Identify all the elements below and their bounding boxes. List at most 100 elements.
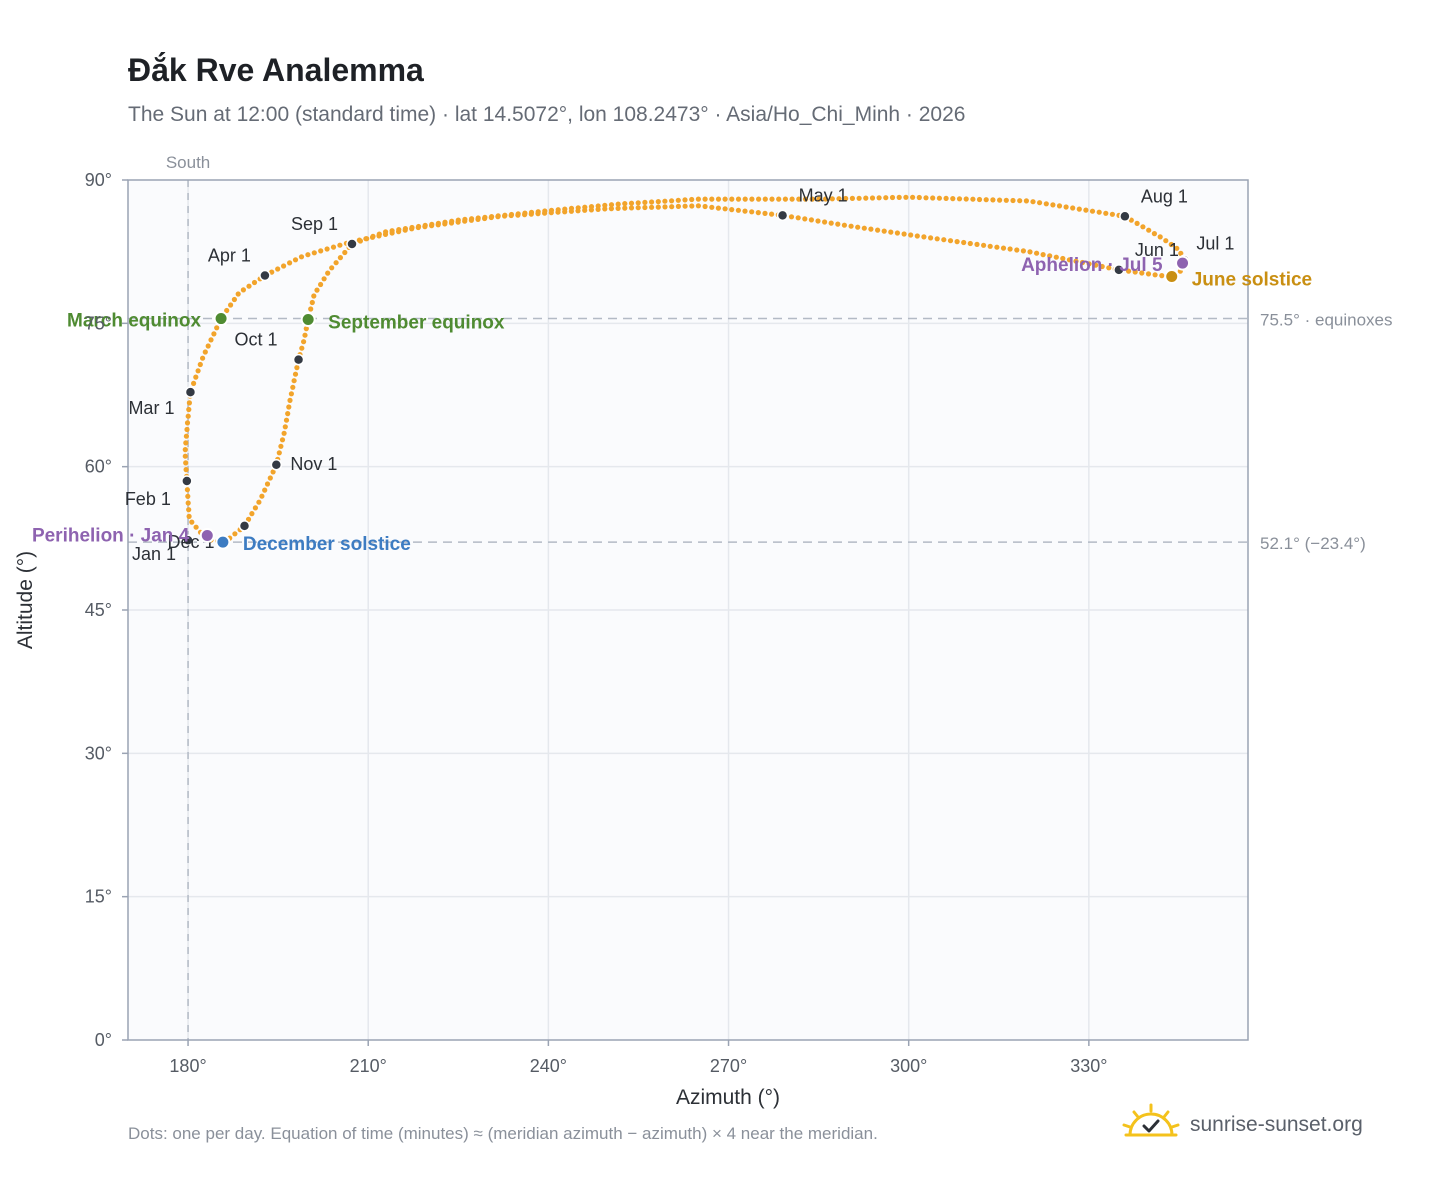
daily-dot [908, 232, 914, 238]
daily-dot [182, 447, 188, 453]
daily-dot [914, 233, 920, 239]
event-dot [300, 312, 316, 328]
event-dot [199, 527, 215, 543]
event-label: Aphelion · Jul 5 [1021, 255, 1163, 276]
daily-dot [342, 249, 348, 256]
daily-dot [462, 216, 468, 222]
daily-dot [856, 195, 862, 201]
daily-dot [1178, 250, 1184, 256]
daily-dot [1096, 209, 1102, 215]
y-tick-label: 0° [95, 1030, 112, 1050]
daily-dot [628, 200, 635, 206]
daily-dot [595, 203, 601, 209]
daily-dot [608, 206, 615, 212]
brand-name: sunrise-sunset.org [1190, 1113, 1363, 1136]
daily-dot [970, 196, 976, 202]
daily-dot [1140, 224, 1146, 230]
daily-dot [455, 217, 461, 223]
daily-dot [808, 217, 815, 223]
daily-dot [782, 196, 789, 202]
daily-dot [735, 196, 742, 202]
daily-dot [267, 475, 273, 481]
daily-dot [802, 216, 808, 222]
daily-dot [193, 374, 199, 380]
daily-dot [947, 238, 954, 244]
daily-dot [389, 228, 395, 234]
daily-dot [318, 281, 324, 288]
daily-dot [954, 239, 960, 245]
daily-dot [568, 205, 575, 211]
daily-dot [742, 196, 748, 202]
daily-dot [416, 223, 422, 230]
daily-dot [1053, 254, 1059, 260]
month-dot [776, 209, 789, 222]
daily-dot [896, 194, 902, 200]
event-dot [213, 311, 229, 327]
daily-dot [689, 203, 695, 209]
daily-dot [364, 236, 370, 242]
daily-dot [930, 195, 936, 201]
daily-dot [321, 276, 327, 282]
daily-dot [475, 215, 481, 221]
daily-dot [535, 209, 541, 215]
daily-dot [197, 361, 203, 368]
footnote: Dots: one per day. Equation of time (min… [128, 1124, 878, 1143]
daily-dot [189, 519, 195, 525]
daily-dot [602, 202, 608, 208]
daily-dot [888, 229, 894, 235]
daily-dot [246, 283, 252, 289]
daily-dot [182, 453, 188, 459]
daily-dot [828, 220, 834, 226]
daily-dot [881, 228, 887, 234]
daily-dot [270, 469, 276, 475]
daily-dot [294, 365, 300, 371]
daily-dot [655, 204, 661, 210]
daily-dot [186, 513, 192, 520]
daily-dot [622, 201, 628, 207]
daily-dot [1023, 198, 1029, 204]
daily-dot [1083, 207, 1089, 213]
daily-dot [695, 196, 702, 202]
daily-dot [981, 242, 987, 248]
x-tick-label: 180° [169, 1056, 206, 1076]
daily-dot [208, 337, 214, 343]
daily-dot [383, 229, 389, 235]
brand-logo[interactable]: sunrise-sunset.org [1122, 1103, 1392, 1147]
grid [128, 180, 1248, 1040]
daily-dot [1070, 205, 1076, 211]
daily-dot [762, 196, 768, 202]
daily-dot [264, 481, 271, 487]
daily-dot [990, 197, 996, 203]
daily-dot [855, 224, 861, 230]
daily-dot [682, 197, 688, 203]
daily-dot [396, 227, 402, 233]
daily-dot [608, 202, 615, 208]
daily-dot [615, 205, 621, 211]
daily-dot [662, 198, 668, 204]
daily-dot [269, 269, 275, 275]
daily-dot [185, 413, 191, 419]
daily-dot [422, 222, 428, 228]
daily-dot [311, 250, 317, 256]
daily-dot [1076, 206, 1082, 212]
daily-dot [1159, 273, 1165, 279]
daily-dot [290, 384, 296, 390]
daily-dot [769, 211, 775, 217]
daily-dot [224, 307, 230, 314]
daily-dot [202, 349, 208, 355]
daily-dot [1109, 211, 1115, 217]
x-tick-label: 270° [710, 1056, 747, 1076]
daily-dot [628, 205, 635, 211]
daily-dot [211, 331, 217, 337]
daily-dot [889, 194, 896, 201]
daily-dot [252, 505, 258, 511]
daily-dot [755, 210, 761, 216]
daily-dot [967, 240, 973, 247]
daily-dot [848, 223, 854, 229]
daily-dot [299, 345, 305, 351]
daily-dot [555, 207, 561, 213]
daily-dot [259, 493, 265, 499]
daily-dot [184, 420, 191, 426]
daily-dot [582, 204, 588, 210]
